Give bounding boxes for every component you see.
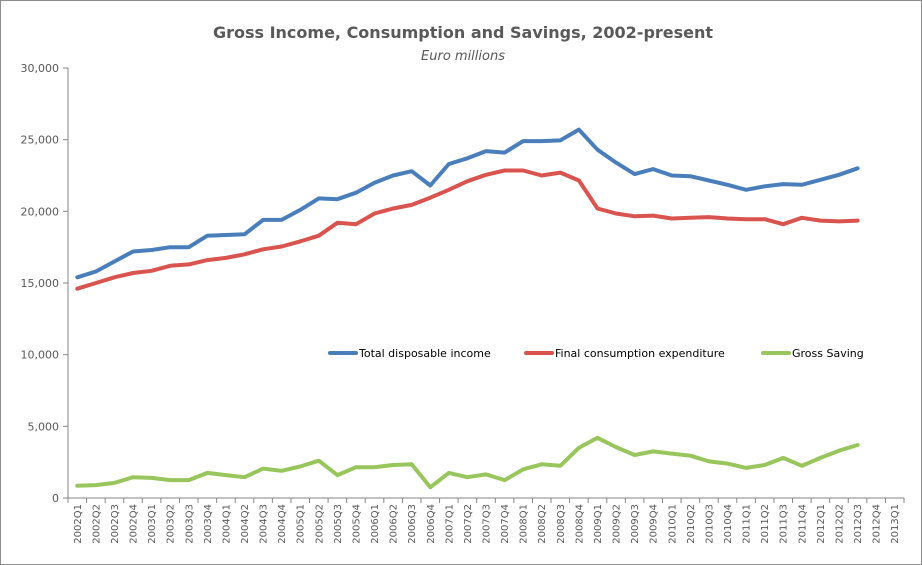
x-tick-label: 2011Q3: [779, 504, 790, 544]
x-tick-label: 2008Q1: [519, 504, 530, 544]
y-tick-label: 15,000: [21, 277, 60, 290]
x-tick-label: 2005Q4: [351, 504, 362, 544]
chart-title: Gross Income, Consumption and Savings, 2…: [213, 23, 713, 42]
x-tick-label: 2006Q4: [426, 504, 437, 544]
x-tick-label: 2005Q2: [314, 504, 325, 544]
series-line-final-consumption-expenditure: [75, 168, 860, 291]
legend-label-gross-saving: Gross Saving: [792, 347, 864, 360]
legend: Total disposable income Final consumption…: [328, 347, 864, 360]
x-tick-label: 2012Q2: [834, 504, 845, 544]
x-tick-label: 2003Q2: [166, 504, 177, 544]
x-tick-label: 2011Q4: [797, 504, 808, 544]
x-tick-label: 2007Q1: [444, 504, 455, 544]
x-tick-label: 2009Q4: [649, 504, 660, 544]
legend-label-total-disposable-income: Total disposable income: [358, 347, 491, 360]
x-tick-label: 2010Q3: [704, 504, 715, 544]
x-tick-label: 2010Q4: [723, 504, 734, 544]
x-tick-label: 2007Q3: [482, 504, 493, 544]
x-tick-label: 2002Q4: [129, 504, 140, 544]
series-lines: [75, 127, 860, 490]
x-tick-label: 2007Q2: [463, 504, 474, 544]
legend-label-final-consumption-expenditure: Final consumption expenditure: [555, 347, 725, 360]
x-tick-label: 2005Q1: [296, 504, 307, 544]
y-tick-label: 25,000: [21, 134, 60, 147]
x-tick-label: 2008Q4: [574, 504, 585, 544]
x-tick-label: 2011Q1: [742, 504, 753, 544]
x-tick-label: 2004Q4: [277, 504, 288, 544]
x-tick-label: 2010Q1: [667, 504, 678, 544]
series-line-total-disposable-income: [75, 127, 860, 280]
x-tick-label: 2003Q4: [203, 504, 214, 544]
y-tick-label: 30,000: [21, 62, 60, 75]
x-tick-label: 2004Q1: [221, 504, 232, 544]
x-tick-label: 2003Q3: [184, 504, 195, 544]
x-tick-label: 2008Q2: [537, 504, 548, 544]
x-tick-label: 2009Q1: [593, 504, 604, 544]
y-tick-label: 10,000: [21, 349, 60, 362]
series-line-gross-saving: [75, 435, 860, 490]
x-tick-label: 2012Q1: [816, 504, 827, 544]
x-tick-label: 2004Q2: [240, 504, 251, 544]
x-tick-label: 2013Q1: [890, 504, 901, 544]
y-tick-label: 0: [52, 492, 59, 505]
x-tick-label: 2002Q3: [110, 504, 121, 544]
x-tick-label: 2006Q3: [407, 504, 418, 544]
x-tick-label: 2012Q3: [853, 504, 864, 544]
y-tick-label: 20,000: [21, 205, 60, 218]
x-tick-label: 2010Q2: [686, 504, 697, 544]
chart-subtitle: Euro millions: [421, 49, 505, 64]
x-tick-label: 2008Q3: [556, 504, 567, 544]
x-tick-label: 2009Q3: [630, 504, 641, 544]
x-tick-label: 2005Q3: [333, 504, 344, 544]
x-tick-label: 2012Q4: [872, 504, 883, 544]
x-tick-label: 2011Q2: [760, 504, 771, 544]
x-tick-label: 2002Q2: [91, 504, 102, 544]
x-tick-label: 2007Q4: [500, 504, 511, 544]
x-tick-label: 2003Q1: [147, 504, 158, 544]
axes: 0 5,000 10,000 15,000 20,000 25,000 30,000 2002…: [21, 62, 905, 544]
x-tick-label: 2006Q2: [389, 504, 400, 544]
x-tick-label: 2009Q2: [612, 504, 623, 544]
y-tick-label: 5,000: [28, 420, 60, 433]
x-tick-label: 2002Q1: [73, 504, 84, 544]
x-tick-label: 2004Q3: [259, 504, 270, 544]
x-tick-label: 2006Q1: [370, 504, 381, 544]
